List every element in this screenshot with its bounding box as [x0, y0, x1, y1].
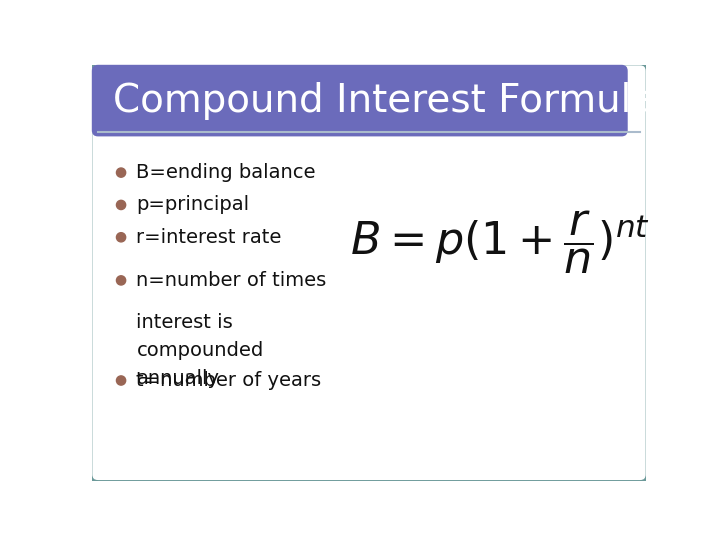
- Circle shape: [117, 233, 126, 242]
- Text: t=number of years: t=number of years: [137, 371, 322, 390]
- Text: interest is
compounded
annually: interest is compounded annually: [137, 313, 264, 388]
- FancyBboxPatch shape: [92, 65, 628, 137]
- Circle shape: [117, 376, 126, 385]
- Text: n=number of times: n=number of times: [137, 271, 327, 290]
- Text: B=ending balance: B=ending balance: [137, 163, 316, 182]
- Circle shape: [117, 276, 126, 285]
- Text: p=principal: p=principal: [137, 195, 250, 214]
- Text: r=interest rate: r=interest rate: [137, 228, 282, 247]
- Circle shape: [117, 200, 126, 210]
- Text: $\mathit{B} = \mathit{p}(1+\dfrac{\mathit{r}}{\mathit{n}})^{\mathit{nt}}$: $\mathit{B} = \mathit{p}(1+\dfrac{\mathi…: [350, 208, 650, 276]
- Text: Compound Interest Formula: Compound Interest Formula: [113, 82, 656, 120]
- FancyBboxPatch shape: [90, 63, 648, 482]
- Circle shape: [117, 168, 126, 177]
